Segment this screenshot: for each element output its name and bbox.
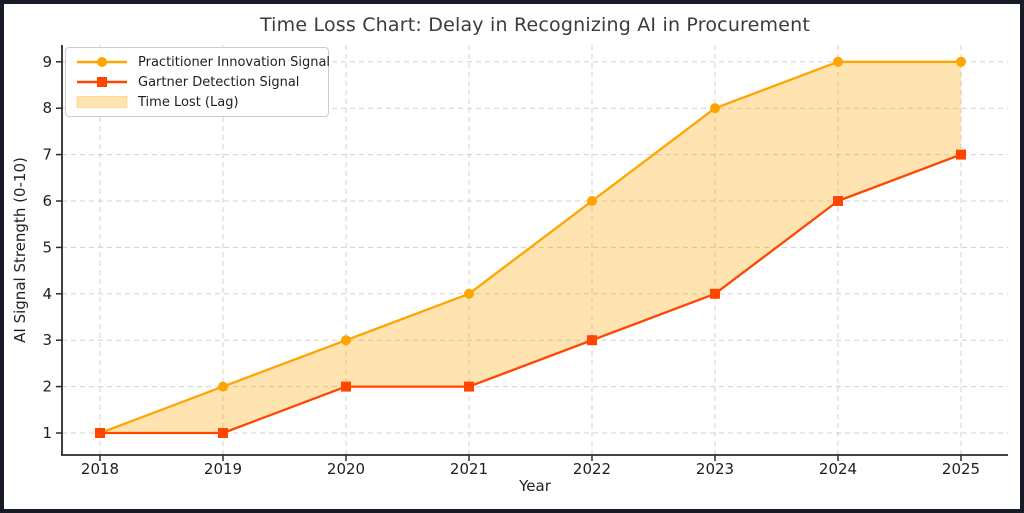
marker-square-gartner bbox=[587, 335, 597, 346]
x-tick-label: 2024 bbox=[819, 460, 857, 478]
marker-circle-practitioner bbox=[710, 103, 720, 114]
fill-patch-sample bbox=[76, 96, 128, 108]
marker-square-gartner bbox=[956, 149, 966, 160]
x-tick-label: 2022 bbox=[573, 460, 611, 478]
y-tick-label: 4 bbox=[42, 285, 52, 303]
marker-circle-practitioner bbox=[833, 56, 843, 67]
legend-item-gartner: Gartner Detection Signal bbox=[74, 72, 320, 92]
series-line-practitioner bbox=[98, 60, 963, 435]
circle-marker-icon bbox=[97, 57, 107, 67]
y-tick-label: 1 bbox=[42, 424, 52, 442]
marker-circle-practitioner bbox=[341, 335, 351, 346]
legend-item-practitioner: Practitioner Innovation Signal bbox=[74, 52, 330, 72]
legend-item-time-lost: Time Lost (Lag) bbox=[74, 92, 320, 112]
x-tick-label: 2021 bbox=[450, 460, 488, 478]
square-marker-icon bbox=[97, 77, 107, 87]
legend-label-gartner: Gartner Detection Signal bbox=[138, 74, 300, 90]
x-tick-label: 2019 bbox=[204, 460, 242, 478]
marker-square-gartner bbox=[218, 428, 228, 438]
y-axis-label: AI Signal Strength (0-10) bbox=[11, 157, 29, 343]
marker-circle-practitioner bbox=[587, 196, 597, 206]
y-tick-label: 7 bbox=[42, 146, 52, 164]
y-tick-label: 6 bbox=[42, 192, 52, 210]
x-tick-label: 2018 bbox=[81, 460, 119, 478]
plot-area: 1 2 3 4 5 6 7 8 9 2018 2019 2020 2021 2022 2023 2024 202… bbox=[42, 45, 1008, 478]
series-line-gartner bbox=[98, 153, 963, 435]
y-tick-label: 8 bbox=[42, 99, 52, 117]
x-axis-label: Year bbox=[519, 477, 551, 495]
y-tick-label: 2 bbox=[42, 378, 52, 396]
y-tick-label: 3 bbox=[42, 331, 52, 349]
y-tick-label: 9 bbox=[42, 53, 52, 71]
x-tick-label: 2020 bbox=[327, 460, 365, 478]
line-square-swatch-icon bbox=[77, 77, 127, 87]
chart-canvas: 1 2 3 4 5 6 7 8 9 2018 2019 2020 2021 2022 2023 2024 202… bbox=[4, 4, 1020, 509]
legend-label-practitioner: Practitioner Innovation Signal bbox=[138, 54, 331, 70]
area-swatch-icon bbox=[76, 96, 128, 108]
line-circle-swatch-icon bbox=[77, 57, 127, 67]
x-tick-label: 2023 bbox=[696, 460, 734, 478]
marker-square-gartner bbox=[464, 381, 474, 392]
marker-circle-practitioner bbox=[218, 381, 228, 392]
legend: Practitioner Innovation Signal Gartner D… bbox=[65, 47, 330, 117]
marker-square-gartner bbox=[95, 428, 105, 438]
marker-circle-practitioner bbox=[956, 56, 966, 67]
marker-circle-practitioner bbox=[464, 288, 474, 299]
chart-title: Time Loss Chart: Delay in Recognizing AI… bbox=[259, 14, 811, 36]
x-tick-label: 2025 bbox=[942, 460, 980, 478]
marker-square-gartner bbox=[833, 196, 843, 206]
legend-label-time-lost: Time Lost (Lag) bbox=[138, 94, 239, 110]
y-tick-label: 5 bbox=[42, 238, 52, 256]
marker-square-gartner bbox=[710, 288, 720, 299]
marker-square-gartner bbox=[341, 381, 351, 392]
